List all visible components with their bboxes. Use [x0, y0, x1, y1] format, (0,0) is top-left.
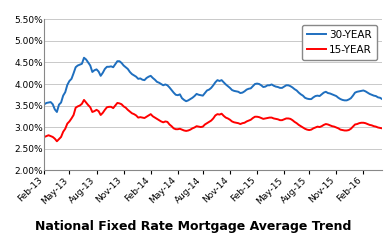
30-YEAR [198, 94, 203, 97]
30-YEAR [311, 96, 316, 99]
30-YEAR [292, 88, 297, 91]
15-YEAR [311, 127, 316, 130]
30-YEAR [82, 56, 86, 59]
15-YEAR [42, 136, 47, 139]
30-YEAR [54, 111, 59, 113]
Text: National Fixed Rate Mortgage Average Trend: National Fixed Rate Mortgage Average Tre… [35, 220, 351, 233]
15-YEAR [380, 127, 384, 130]
Legend: 30-YEAR, 15-YEAR: 30-YEAR, 15-YEAR [302, 25, 377, 60]
15-YEAR [359, 121, 364, 124]
15-YEAR [82, 98, 86, 101]
30-YEAR [42, 103, 47, 106]
30-YEAR [359, 89, 364, 92]
30-YEAR [380, 98, 384, 101]
15-YEAR [292, 121, 297, 123]
15-YEAR [140, 116, 145, 119]
15-YEAR [198, 126, 203, 129]
30-YEAR [140, 78, 145, 81]
Line: 30-YEAR: 30-YEAR [44, 58, 382, 112]
15-YEAR [54, 140, 59, 143]
15-YEAR [336, 127, 341, 130]
30-YEAR [336, 96, 341, 99]
Line: 15-YEAR: 15-YEAR [44, 100, 382, 141]
